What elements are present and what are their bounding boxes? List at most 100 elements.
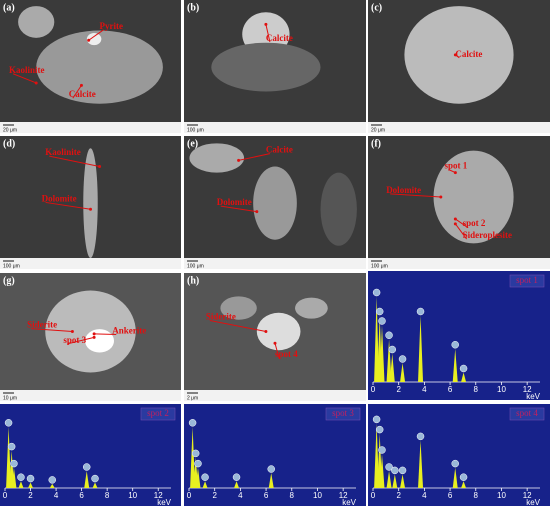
annotation: spot 3 xyxy=(63,335,86,345)
annotation-arrow xyxy=(265,24,271,43)
info-bar xyxy=(184,122,366,133)
mineral-grain xyxy=(18,6,55,38)
annotation: spot 2 xyxy=(463,218,486,228)
scale-label: 20 μm xyxy=(3,127,17,133)
peak xyxy=(418,440,424,488)
spot-label: spot 3 xyxy=(332,408,354,418)
mineral-grain xyxy=(36,30,163,104)
x-tick-label: 12 xyxy=(339,491,348,500)
x-tick-label: 0 xyxy=(187,491,192,500)
x-tick-label: 10 xyxy=(313,491,322,500)
annotation-point xyxy=(98,165,102,168)
peak xyxy=(400,363,406,382)
x-axis-unit: keV xyxy=(526,498,540,506)
x-tick-label: 6 xyxy=(79,491,84,500)
peak xyxy=(84,471,90,488)
info-bar xyxy=(0,258,181,269)
annotation-arrow xyxy=(67,336,95,345)
annotation-point xyxy=(79,83,83,87)
peak-marker xyxy=(398,355,407,363)
x-tick-label: 12 xyxy=(523,491,532,500)
peak-marker xyxy=(451,341,459,349)
peak-marker xyxy=(385,463,393,471)
x-tick-label: 8 xyxy=(474,385,479,394)
x-tick-label: 8 xyxy=(290,491,295,500)
annotation-point xyxy=(237,158,241,162)
peak xyxy=(11,467,17,488)
annotation: Dolomite xyxy=(217,197,252,207)
mineral-grain xyxy=(433,150,514,244)
x-tick-label: 4 xyxy=(422,491,427,500)
scale-label: 100 μm xyxy=(3,263,20,269)
x-tick-label: 0 xyxy=(371,385,376,394)
mineral-grain xyxy=(295,297,328,319)
annotation-arrow xyxy=(31,328,73,332)
panel-label: (g) xyxy=(3,275,15,286)
annotation-arrow xyxy=(94,333,117,335)
x-tick-label: 10 xyxy=(128,491,137,500)
annotation-arrow xyxy=(455,218,467,228)
peak-marker xyxy=(416,307,425,316)
scale-label: 20 μm xyxy=(371,127,385,133)
scale-label: 100 μm xyxy=(187,263,204,269)
mineral-grain xyxy=(211,42,321,92)
panel-label: (b) xyxy=(187,2,199,13)
annotation-arrow xyxy=(390,193,441,198)
x-tick-label: 8 xyxy=(105,491,110,500)
annotation: Siderite xyxy=(206,312,236,322)
x-tick-label: 4 xyxy=(54,491,59,500)
peak xyxy=(452,348,458,382)
panel-label: (a) xyxy=(3,2,15,13)
peak xyxy=(389,353,395,382)
mineral-grain xyxy=(404,6,514,104)
peak xyxy=(461,372,467,382)
x-tick-label: 2 xyxy=(396,385,401,394)
info-bar xyxy=(0,390,181,401)
peak xyxy=(268,473,274,488)
peak-marker xyxy=(201,473,209,481)
spot-label: spot 4 xyxy=(516,408,538,418)
annotation-arrow xyxy=(12,73,37,84)
spot-box xyxy=(140,407,176,421)
annotation: Kaolinite xyxy=(45,147,81,157)
annotation: Calcite xyxy=(69,89,96,99)
peak xyxy=(379,325,385,382)
annotation-point xyxy=(439,195,443,199)
peak-marker xyxy=(194,459,202,468)
peak-marker xyxy=(391,466,399,475)
x-tick-label: 2 xyxy=(212,491,217,500)
peak xyxy=(379,454,385,488)
x-tick-label: 6 xyxy=(448,385,453,394)
peak-marker xyxy=(267,465,275,473)
peak-marker xyxy=(191,449,200,458)
scale-label: 100 μm xyxy=(187,127,204,133)
x-tick-label: 4 xyxy=(238,491,243,500)
peak xyxy=(400,474,406,488)
peak xyxy=(452,467,458,488)
peak-marker xyxy=(188,419,197,427)
peak-marker xyxy=(372,288,381,297)
peak-marker xyxy=(48,476,56,484)
annotation-arrow xyxy=(454,223,468,240)
spot-box xyxy=(509,274,545,288)
peak xyxy=(49,483,55,488)
x-tick-label: 12 xyxy=(154,491,163,500)
peak xyxy=(18,481,24,488)
annotation-point xyxy=(273,341,277,345)
info-bar xyxy=(184,258,366,269)
peak xyxy=(418,315,424,382)
annotation: Dolomite xyxy=(42,194,77,204)
mineral-grain xyxy=(220,296,257,320)
peak-marker xyxy=(26,474,35,483)
x-tick-label: 10 xyxy=(497,491,506,500)
annotation-point xyxy=(70,330,74,333)
annotation-point xyxy=(92,332,96,336)
x-tick-label: 0 xyxy=(371,491,376,500)
annotation: spot 4 xyxy=(275,349,298,359)
annotation-point xyxy=(92,335,96,339)
peak xyxy=(234,481,240,488)
peak-marker xyxy=(375,307,384,316)
mineral-grain xyxy=(256,312,301,351)
peak xyxy=(374,296,380,382)
peak-marker xyxy=(4,419,13,427)
